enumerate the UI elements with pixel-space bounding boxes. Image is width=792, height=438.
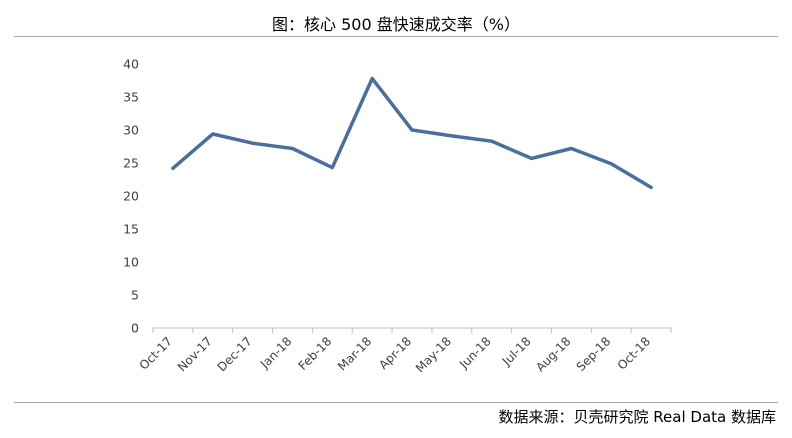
x-tick-label: Jan-18 xyxy=(257,334,295,372)
x-tick-label: Sep-18 xyxy=(574,334,614,374)
y-tick-label: 30 xyxy=(123,123,139,138)
data-point xyxy=(251,141,255,145)
y-tick-label: 15 xyxy=(123,222,139,237)
data-point xyxy=(569,146,573,150)
data-point xyxy=(370,77,374,81)
data-point xyxy=(450,134,454,138)
data-point xyxy=(211,132,215,136)
data-point xyxy=(649,185,653,189)
x-tick-label: Oct-18 xyxy=(615,334,653,372)
y-tick-label: 10 xyxy=(123,255,139,270)
line-chart: 0 5 10 15 20 25 30 35 40 Oct-17 Nov-17 Dec-17 Jan-18… xyxy=(123,57,672,375)
data-point xyxy=(330,166,334,170)
y-tick-label: 35 xyxy=(123,90,139,105)
x-tick-label: Mar-18 xyxy=(335,334,374,373)
x-tick-label: Jun-18 xyxy=(456,334,494,372)
x-tick-label: Aug-18 xyxy=(533,334,573,374)
x-tick-label: Oct-17 xyxy=(137,334,175,372)
y-tick-label: 20 xyxy=(123,189,139,204)
data-point xyxy=(290,146,294,150)
data-point xyxy=(530,156,534,160)
data-source-note: 数据来源：贝壳研究院 Real Data 数据库 xyxy=(498,408,776,426)
data-point xyxy=(410,128,414,132)
y-tick-label: 0 xyxy=(131,321,139,336)
x-tick-label: Dec-17 xyxy=(215,334,255,374)
data-point xyxy=(490,139,494,143)
y-tick-label: 5 xyxy=(131,288,139,303)
x-tick-label: Jul-18 xyxy=(499,334,534,369)
x-tick-label: Apr-18 xyxy=(376,334,414,372)
footer-divider xyxy=(14,402,778,403)
chart-title: 图：核心 500 盘快速成交率（%） xyxy=(272,15,520,34)
x-tick-label: Feb-18 xyxy=(296,334,335,373)
title-divider xyxy=(14,36,778,37)
data-point xyxy=(171,166,175,170)
x-tick-label: Nov-17 xyxy=(175,334,215,374)
y-tick-label: 40 xyxy=(123,57,139,72)
data-point xyxy=(609,162,613,166)
y-tick-label: 25 xyxy=(123,156,139,171)
x-tick-label: May-18 xyxy=(413,334,454,375)
series-line xyxy=(171,76,653,190)
